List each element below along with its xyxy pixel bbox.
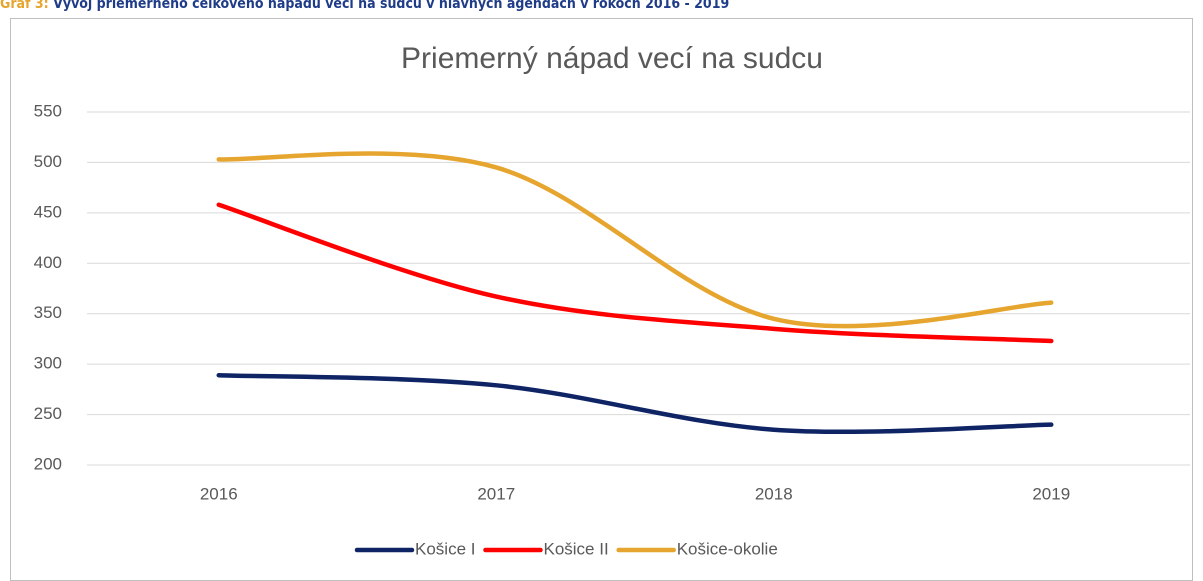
x-tick-label: 2017: [477, 484, 515, 503]
caption-label: Graf 3:: [0, 0, 49, 12]
y-tick-label: 350: [34, 303, 62, 322]
x-tick-label: 2016: [200, 484, 238, 503]
y-tick-label: 200: [34, 454, 62, 473]
legend-label: Košice II: [543, 539, 608, 558]
legend-label: Košice-okolie: [677, 539, 778, 558]
caption-text: Vývoj priemerného celkového nápadu vecí …: [53, 0, 729, 12]
legend-label: Košice I: [415, 539, 475, 558]
caption: Graf 3: Vývoj priemerného celkového nápa…: [0, 0, 729, 12]
series-line: [216, 151, 1054, 329]
chart-border: [10, 18, 1193, 581]
y-tick-label: 300: [34, 354, 62, 373]
y-tick-label: 400: [34, 253, 62, 272]
y-tick-label: 250: [34, 404, 62, 423]
y-tick-label: 550: [34, 101, 62, 120]
series-line: [216, 372, 1054, 435]
y-tick-label: 450: [34, 202, 62, 221]
x-tick-label: 2019: [1032, 484, 1070, 503]
chart-title: Priemerný nápad vecí na sudcu: [401, 42, 823, 75]
y-tick-label: 500: [34, 152, 62, 171]
series-line: [216, 202, 1054, 344]
x-tick-label: 2018: [755, 484, 793, 503]
